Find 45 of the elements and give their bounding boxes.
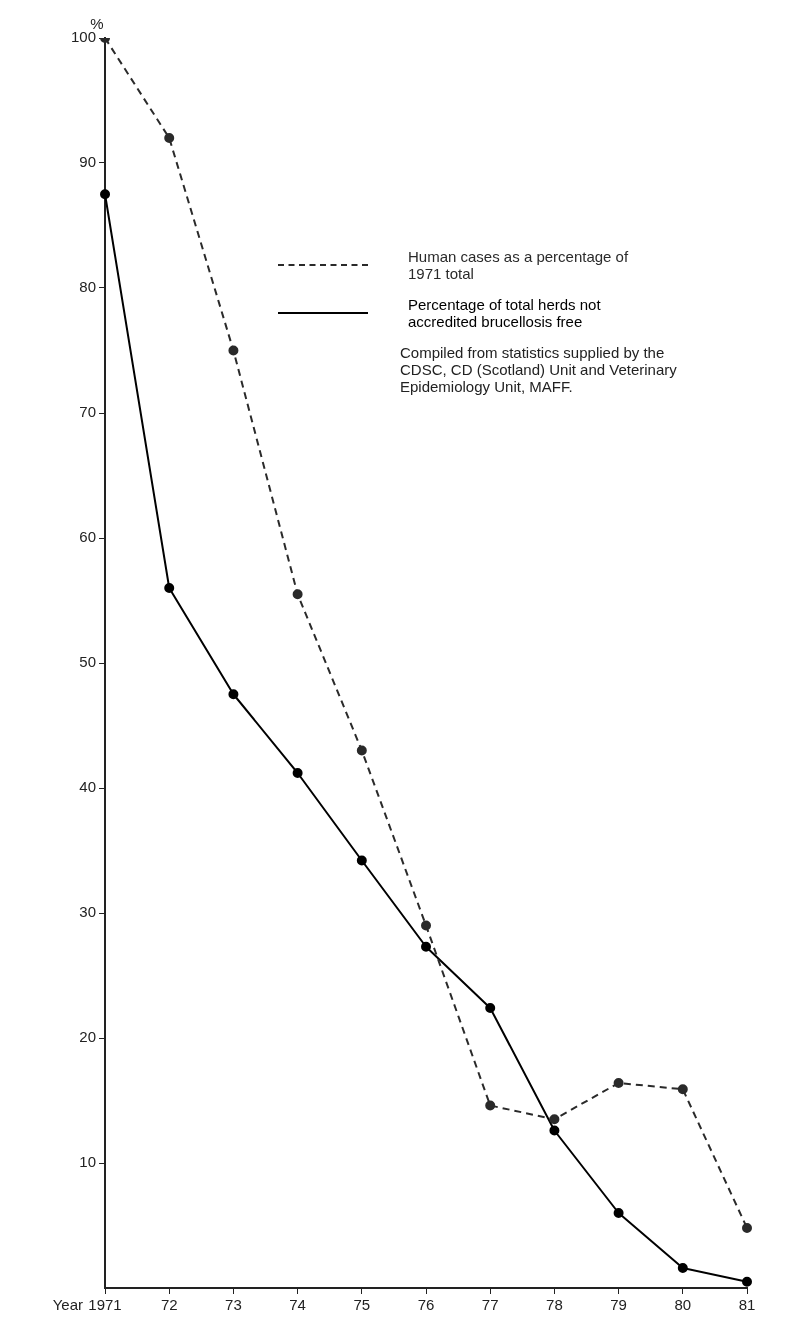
point <box>485 1003 496 1013</box>
y-tick-label: 70 <box>79 403 97 421</box>
x-tick-label: 77 <box>481 1296 499 1314</box>
x-tick-label: 75 <box>353 1296 371 1314</box>
x-tick-label: 78 <box>546 1296 563 1314</box>
x-tick-label: 80 <box>674 1296 692 1314</box>
x-tick-label: 1971 <box>88 1296 122 1314</box>
y-tick-label: 90 <box>79 153 97 171</box>
y-tick-label: 10 <box>79 1153 97 1171</box>
point <box>613 1078 624 1088</box>
point <box>100 189 111 200</box>
point <box>613 1208 624 1218</box>
point <box>677 1084 688 1095</box>
point <box>677 1263 688 1273</box>
point <box>292 589 303 600</box>
x-tick-label: 72 <box>160 1296 178 1314</box>
y-tick-label: 20 <box>79 1028 97 1046</box>
point <box>292 768 303 778</box>
point <box>228 689 239 700</box>
point <box>164 133 175 143</box>
x-tick-label: 76 <box>417 1296 435 1314</box>
point <box>421 941 432 952</box>
x-tick-label: 81 <box>738 1296 756 1314</box>
annotation: Compiled from statistics supplied by the CDSC, CD (Scotland) Unit and Veterinary Epidemiology Unit, MAFF. <box>400 344 678 395</box>
y-tick-label: 40 <box>79 778 97 796</box>
y-tick-label: 60 <box>79 528 97 546</box>
point <box>485 1100 496 1111</box>
y-tick-label: 30 <box>79 903 97 921</box>
point <box>549 1125 560 1136</box>
point <box>228 345 239 356</box>
text: Human cases as a percentage of 1971 total <box>408 248 630 282</box>
point <box>742 1223 752 1233</box>
point <box>742 1276 752 1287</box>
point <box>164 583 175 593</box>
point <box>356 745 367 756</box>
x-tick-label: 74 <box>289 1296 306 1314</box>
x-axis-title: Year <box>52 1295 84 1313</box>
point <box>421 920 432 931</box>
point <box>356 855 367 866</box>
y-tick-label: 50 <box>79 653 97 671</box>
x-tick-label: 79 <box>610 1296 627 1314</box>
point <box>549 1114 560 1125</box>
x-tick-label: 73 <box>225 1296 242 1314</box>
text: Percentage of total herds not accredited brucellosis free <box>408 296 602 330</box>
y-tick-label: 80 <box>79 278 97 296</box>
